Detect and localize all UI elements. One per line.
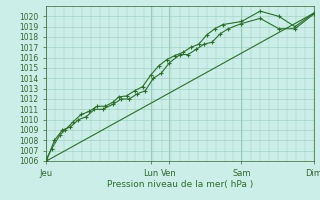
- X-axis label: Pression niveau de la mer( hPa ): Pression niveau de la mer( hPa ): [107, 180, 253, 189]
